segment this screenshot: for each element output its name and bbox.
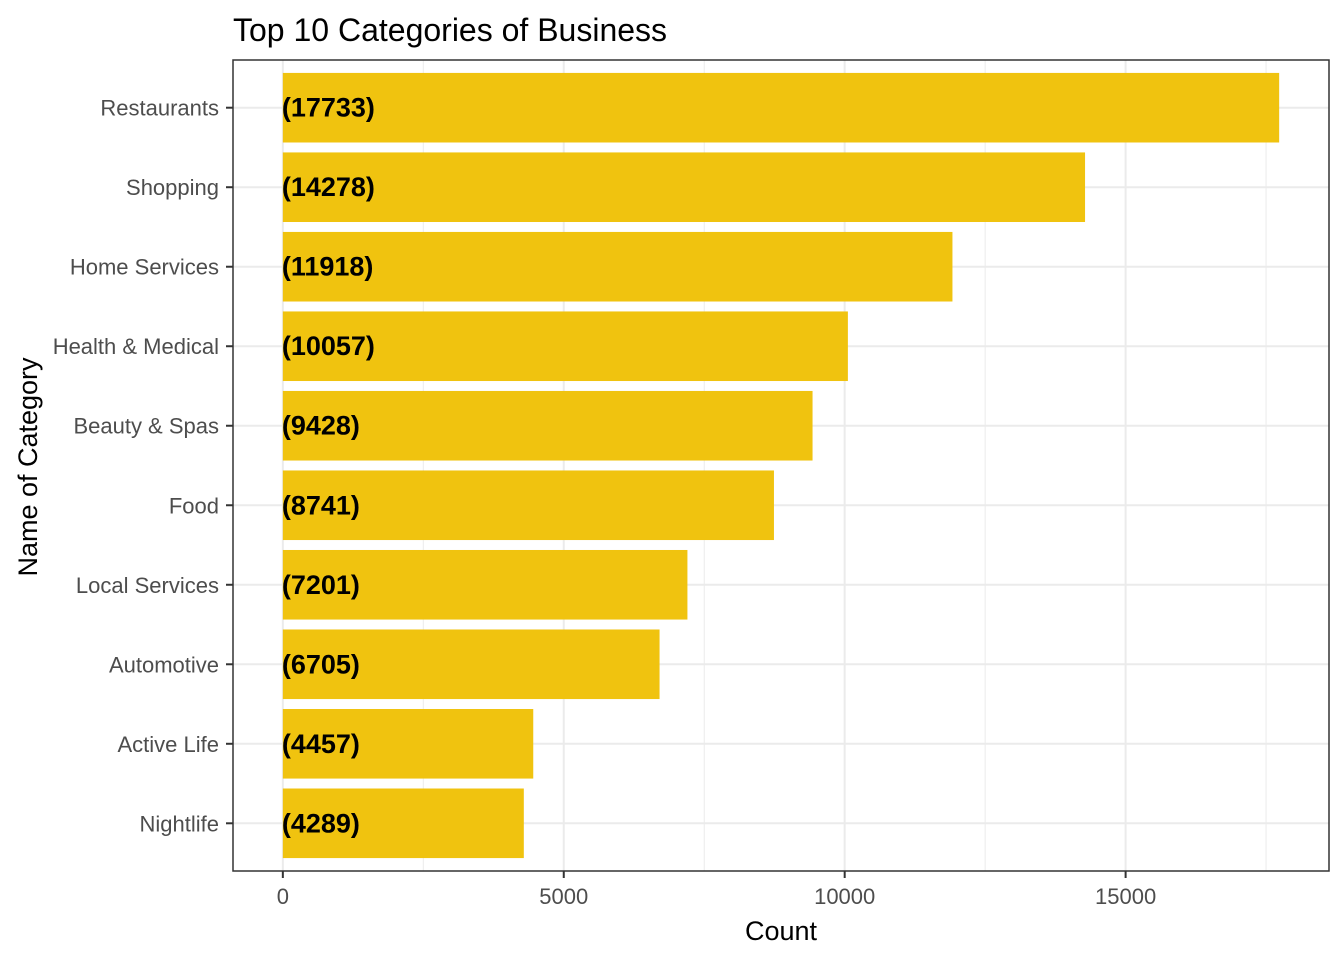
x-tick-label: 5000 <box>539 884 588 909</box>
bar <box>282 788 524 859</box>
data-labels-group: (17733) (14278) (11918) (10057) (9428) (8741)… <box>282 93 375 839</box>
bar <box>282 470 774 541</box>
y-axis: Restaurants Shopping Home Services Health &… <box>53 96 233 836</box>
x-tick-label: 0 <box>277 884 289 909</box>
x-axis: 0 5000 10000 15000 <box>277 871 1156 909</box>
data-label: (10057) <box>282 331 375 361</box>
x-tick-label: 10000 <box>814 884 875 909</box>
data-label: (6705) <box>282 649 360 679</box>
y-tick-label: Nightlife <box>140 811 219 836</box>
y-tick-label: Shopping <box>126 175 219 200</box>
bar <box>282 311 848 382</box>
bar <box>282 152 1086 223</box>
y-tick-label: Restaurants <box>100 96 219 121</box>
data-label: (9428) <box>282 411 360 441</box>
data-label: (14278) <box>282 172 375 202</box>
data-label: (7201) <box>282 570 360 600</box>
data-label: (11918) <box>282 252 374 282</box>
bar <box>282 390 813 461</box>
bar <box>282 708 534 779</box>
y-tick-label: Health & Medical <box>53 334 219 359</box>
y-axis-title: Name of Category <box>13 357 43 577</box>
y-tick-label: Active Life <box>118 732 220 757</box>
data-label: (4289) <box>282 808 360 838</box>
bar <box>282 72 1280 143</box>
panel-border <box>232 59 1330 872</box>
chart-title: Top 10 Categories of Business <box>233 12 667 48</box>
data-label: (4457) <box>282 729 360 759</box>
y-tick-label: Food <box>169 493 219 518</box>
bar <box>282 231 953 302</box>
x-tick-label: 15000 <box>1095 884 1156 909</box>
data-label: (8741) <box>282 490 360 520</box>
y-tick-label: Home Services <box>70 255 219 280</box>
bars-group <box>282 72 1280 859</box>
y-tick-label: Automotive <box>109 652 219 677</box>
x-axis-title: Count <box>745 916 818 946</box>
bar <box>282 629 660 700</box>
y-tick-label: Beauty & Spas <box>73 414 219 439</box>
data-label: (17733) <box>282 93 375 123</box>
y-tick-label: Local Services <box>76 573 219 598</box>
bar <box>282 549 688 620</box>
